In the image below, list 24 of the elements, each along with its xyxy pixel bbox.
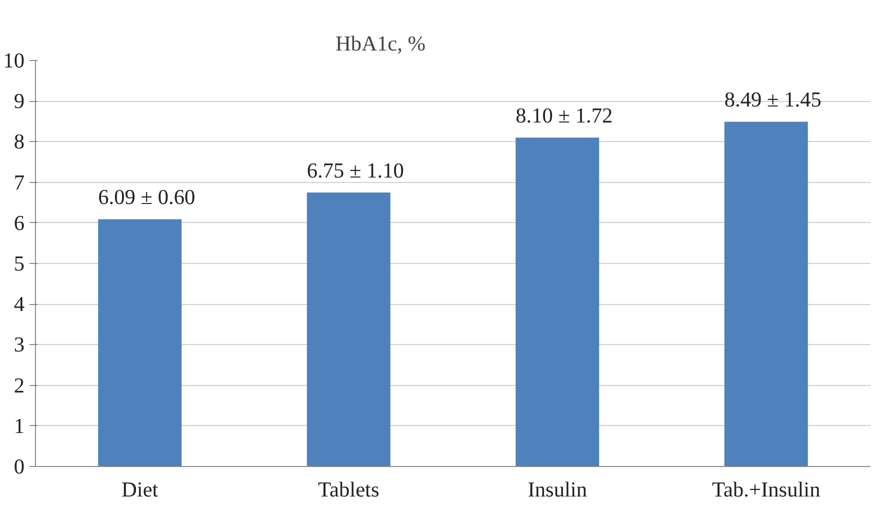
x-tick-label: Tab.+Insulin [712, 478, 821, 502]
y-tick-label: 5 [14, 252, 25, 276]
y-tick-label: 3 [14, 332, 25, 357]
bar [516, 138, 600, 466]
y-tick-label: 6 [14, 210, 25, 235]
x-tick-label: Tablets [318, 478, 380, 502]
y-tick-label: 1 [14, 414, 25, 438]
x-tick-label: Diet [122, 478, 158, 502]
data-label: 6.09 ± 0.60 [98, 185, 196, 210]
y-tick-label: 9 [14, 89, 25, 114]
data-label: 6.75 ± 1.10 [306, 158, 404, 182]
y-tick-label: 2 [14, 373, 25, 398]
chart-title: HbA1c, % [336, 32, 426, 56]
y-tick-label: 8 [14, 130, 25, 154]
data-label: 8.49 ± 1.45 [724, 88, 822, 112]
y-tick-label: 0 [14, 454, 25, 478]
y-tick-label: 7 [14, 170, 25, 194]
x-tick-label: Insulin [528, 478, 588, 502]
y-tick-label: 10 [3, 48, 24, 72]
data-label: 8.10 ± 1.72 [516, 103, 613, 128]
bar [98, 219, 182, 466]
y-tick-label: 4 [14, 292, 25, 316]
bar [724, 122, 808, 466]
bar [306, 192, 390, 466]
